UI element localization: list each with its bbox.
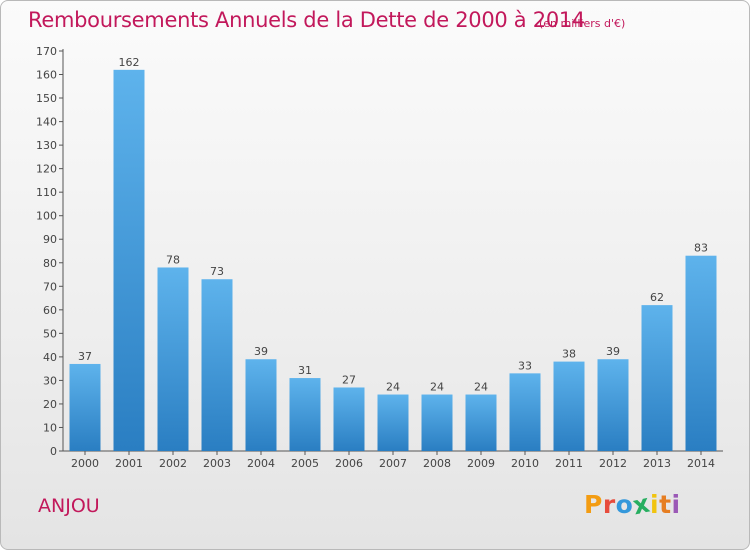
bar: [465, 394, 497, 451]
bar: [157, 267, 189, 451]
x-tick-label: 2008: [423, 457, 451, 470]
bar: [289, 378, 321, 451]
data-label: 39: [254, 345, 268, 358]
bar: [113, 69, 145, 451]
data-label: 62: [650, 291, 664, 304]
data-label: 24: [386, 381, 400, 394]
logo-letter: i: [671, 490, 681, 519]
y-tick-label: 130: [36, 139, 57, 152]
y-tick-label: 0: [50, 445, 57, 458]
bar: [597, 359, 629, 451]
x-tick-label: 2014: [687, 457, 715, 470]
bar: [553, 361, 585, 451]
bar: [421, 394, 453, 451]
x-tick-label: 2009: [467, 457, 495, 470]
bar: [201, 279, 233, 451]
data-label: 78: [166, 253, 180, 266]
proxiti-logo: Proxiti: [584, 489, 681, 521]
x-tick-label: 2002: [159, 457, 187, 470]
x-tick-label: 2000: [71, 457, 99, 470]
y-tick-label: 90: [43, 233, 57, 246]
logo-letter: r: [602, 490, 616, 519]
bar: [69, 363, 101, 451]
logo-letter: i: [650, 490, 660, 519]
place-name: ANJOU: [38, 495, 100, 517]
unit-label: (en milliers d'€): [539, 17, 626, 30]
data-label: 37: [78, 350, 92, 363]
x-tick-label: 2010: [511, 457, 539, 470]
logo-letter: o: [615, 490, 634, 519]
y-tick-label: 70: [43, 280, 57, 293]
y-tick-label: 110: [36, 186, 57, 199]
y-tick-label: 80: [43, 257, 57, 270]
x-tick-label: 2001: [115, 457, 143, 470]
x-tick-label: 2003: [203, 457, 231, 470]
y-tick-label: 170: [36, 45, 57, 58]
data-label: 38: [562, 348, 576, 361]
data-label: 24: [474, 381, 488, 394]
y-tick-label: 30: [43, 374, 57, 387]
x-tick-label: 2011: [555, 457, 583, 470]
x-tick-label: 2004: [247, 457, 275, 470]
data-label: 24: [430, 381, 444, 394]
bar: [333, 387, 365, 451]
data-label: 162: [119, 56, 140, 69]
y-tick-label: 140: [36, 116, 57, 129]
y-tick-label: 20: [43, 398, 57, 411]
data-label: 83: [694, 242, 708, 255]
y-tick-label: 160: [36, 69, 57, 82]
y-tick-label: 150: [36, 92, 57, 105]
y-tick-label: 120: [36, 163, 57, 176]
bar: [685, 255, 717, 451]
y-tick-label: 10: [43, 421, 57, 434]
x-tick-label: 2013: [643, 457, 671, 470]
data-label: 27: [342, 373, 356, 386]
data-label: 39: [606, 345, 620, 358]
chart-title: Remboursements Annuels de la Dette de 20…: [28, 8, 585, 32]
y-tick-label: 40: [43, 351, 57, 364]
bar: [377, 394, 409, 451]
data-label: 31: [298, 364, 312, 377]
bar: [245, 359, 277, 451]
y-tick-label: 60: [43, 304, 57, 317]
bar: [641, 305, 673, 451]
x-tick-label: 2006: [335, 457, 363, 470]
x-tick-label: 2012: [599, 457, 627, 470]
bar: [509, 373, 541, 451]
y-tick-label: 100: [36, 210, 57, 223]
x-tick-label: 2005: [291, 457, 319, 470]
y-tick-label: 50: [43, 327, 57, 340]
data-label: 33: [518, 359, 532, 372]
logo-letter: P: [584, 490, 603, 519]
data-label: 73: [210, 265, 224, 278]
x-tick-label: 2007: [379, 457, 407, 470]
logo-letter: t: [659, 490, 672, 519]
